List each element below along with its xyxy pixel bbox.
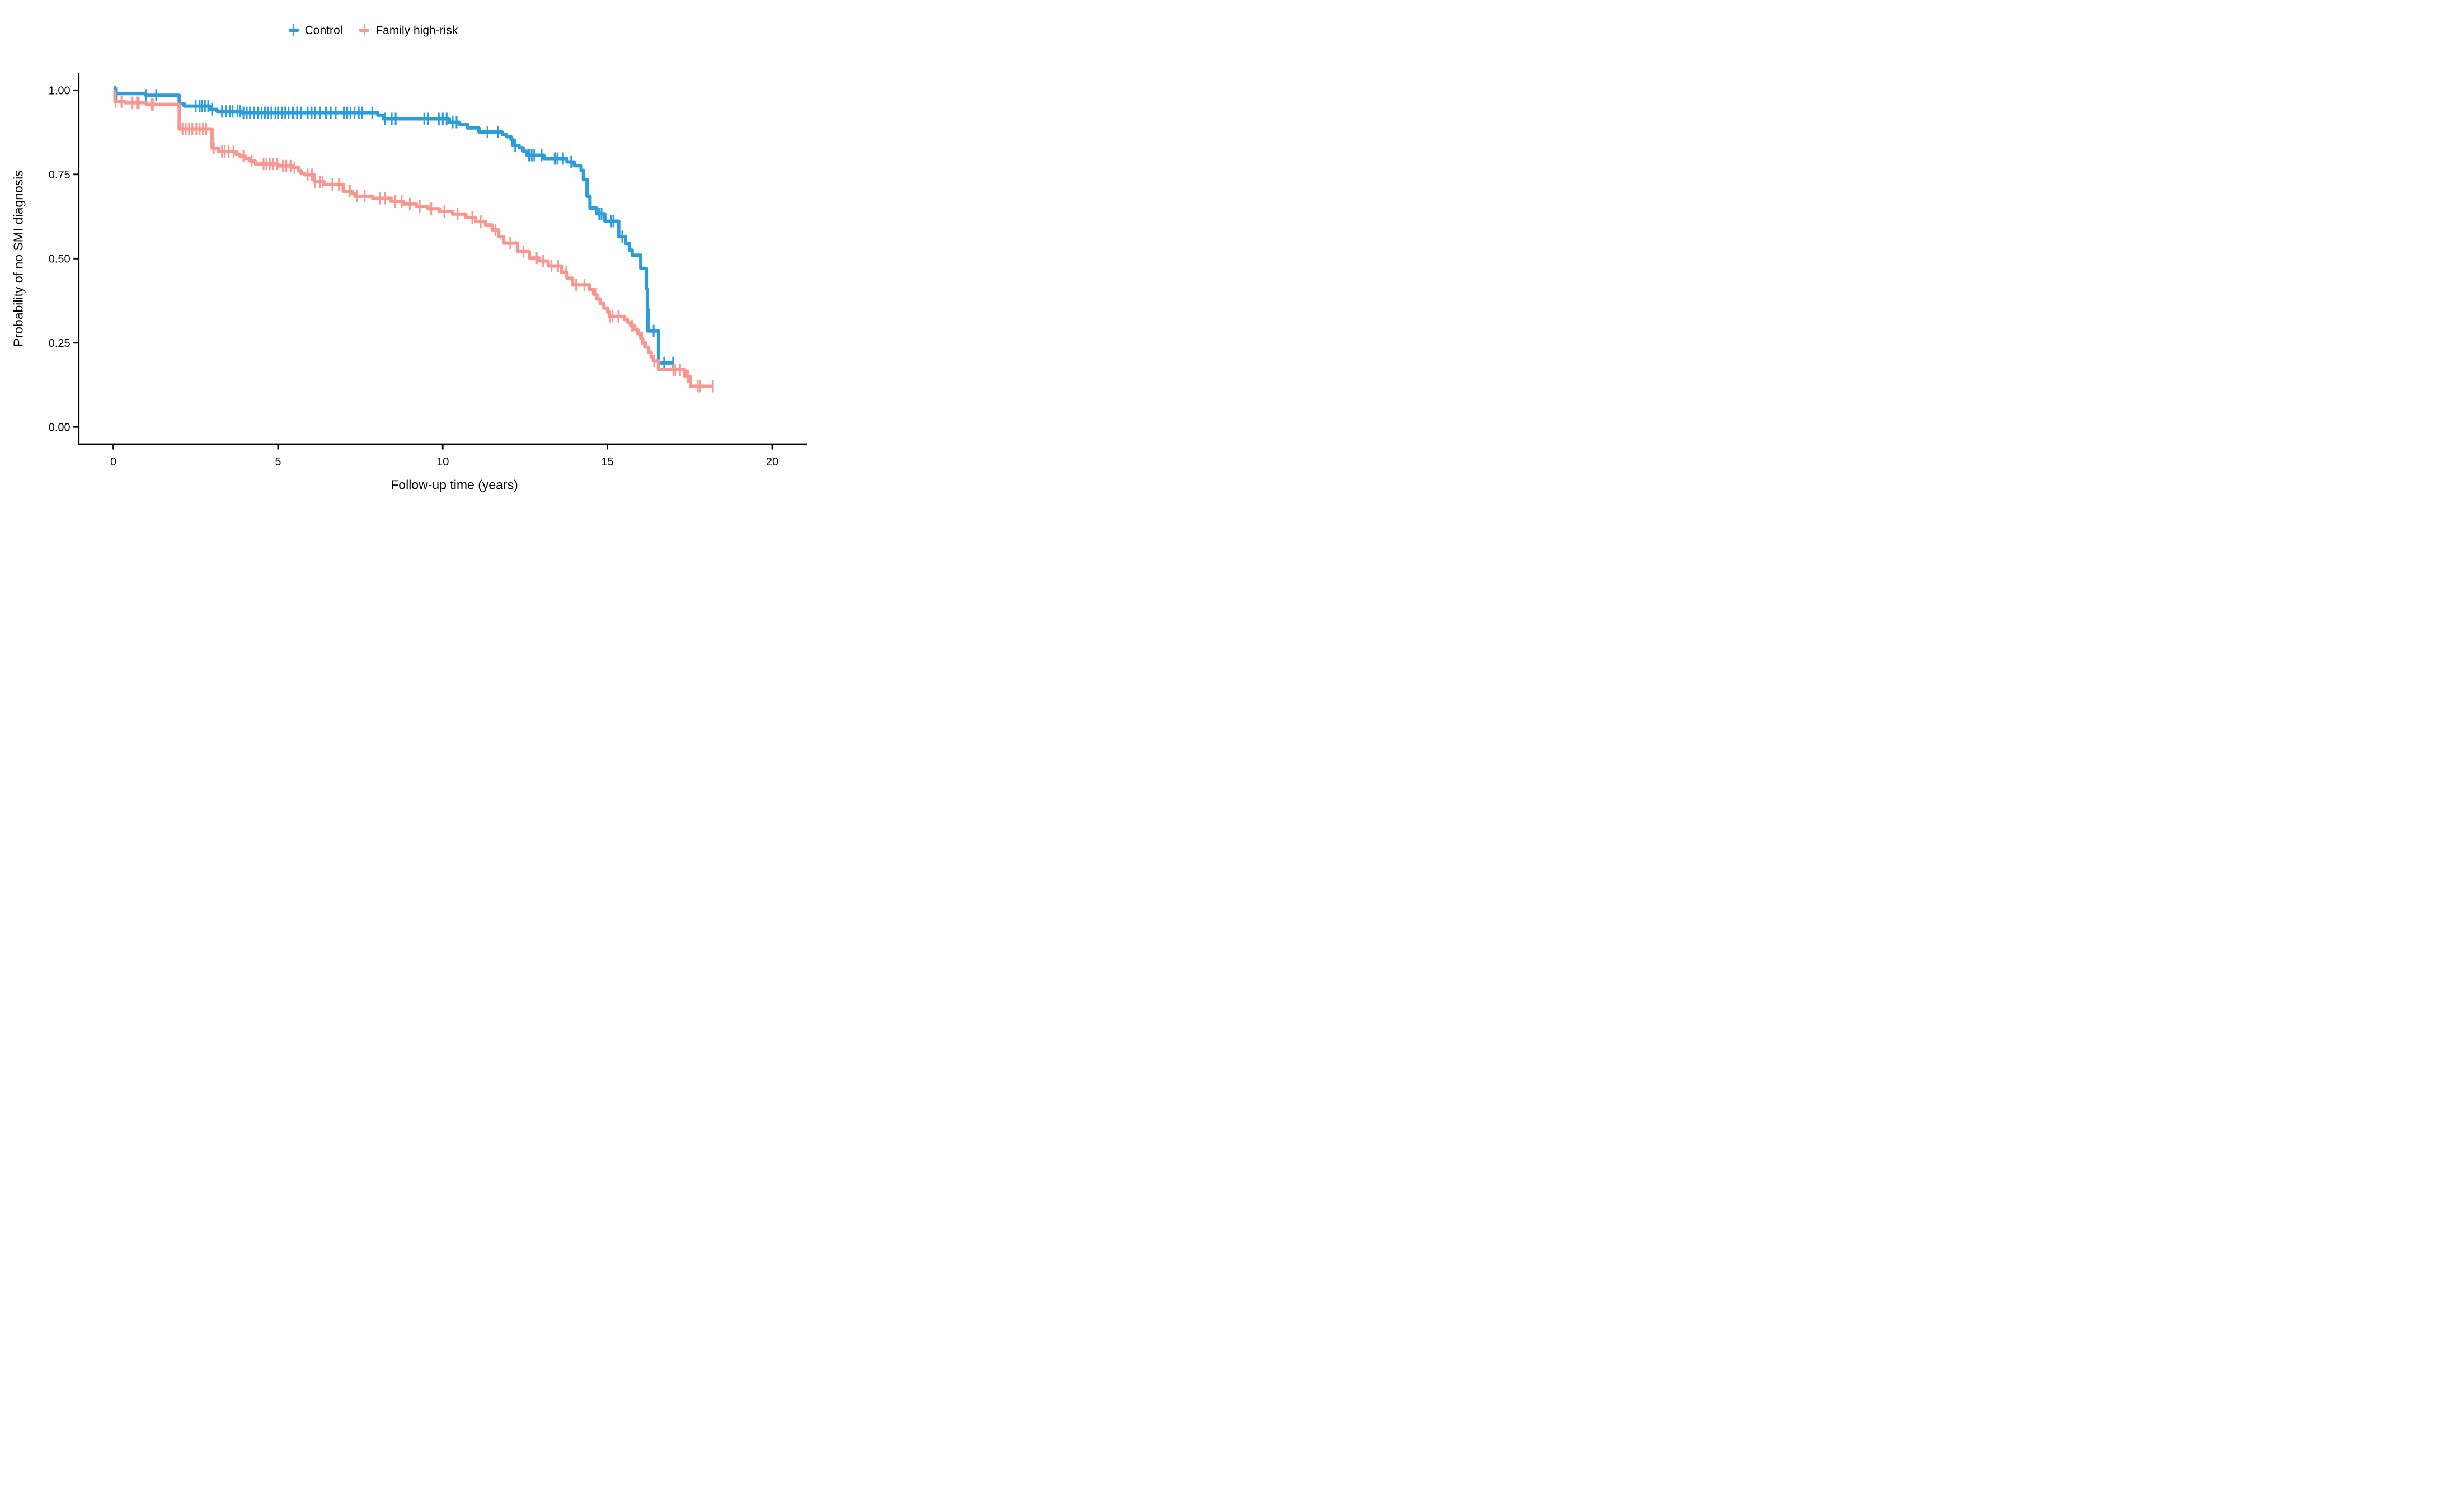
family-high-risk-curve bbox=[113, 90, 713, 388]
y-tick-label: 1.00 bbox=[49, 84, 71, 97]
x-tick-label: 5 bbox=[275, 456, 281, 468]
legend-label-control: Control bbox=[304, 23, 343, 37]
x-tick-label: 20 bbox=[766, 456, 778, 468]
km-figure: Control Family high-risk Probability of … bbox=[0, 0, 816, 504]
x-tick-label: 10 bbox=[436, 456, 449, 468]
axis-lines bbox=[78, 73, 807, 445]
x-axis-title: Follow-up time (years) bbox=[391, 477, 518, 492]
control-curve bbox=[113, 90, 674, 365]
family-high-risk-key-icon bbox=[359, 22, 370, 38]
family-high-risk-censor-marks bbox=[115, 95, 714, 393]
control-key-icon bbox=[288, 22, 299, 38]
family-high-risk-key-bar bbox=[359, 29, 370, 32]
km-plot: 0 5 10 15 20 1.00 0.75 0.50 0.25 0.00 bbox=[49, 73, 807, 468]
y-axis-title: Probability of no SMI diagnosis bbox=[11, 170, 26, 347]
control-key-bar bbox=[288, 29, 299, 32]
legend-label-family-high-risk: Family high-risk bbox=[375, 23, 458, 37]
x-tick-label: 0 bbox=[110, 456, 116, 468]
y-tick-label: 0.25 bbox=[49, 337, 71, 350]
legend: Control Family high-risk bbox=[0, 22, 781, 38]
y-tick-label: 0.50 bbox=[49, 253, 71, 265]
y-tick-label: 0.75 bbox=[49, 169, 71, 181]
legend-item-control: Control bbox=[288, 22, 343, 38]
x-tick-label: 15 bbox=[602, 456, 614, 468]
legend-item-family-high-risk: Family high-risk bbox=[359, 22, 458, 38]
y-tick-label: 0.00 bbox=[49, 421, 71, 434]
